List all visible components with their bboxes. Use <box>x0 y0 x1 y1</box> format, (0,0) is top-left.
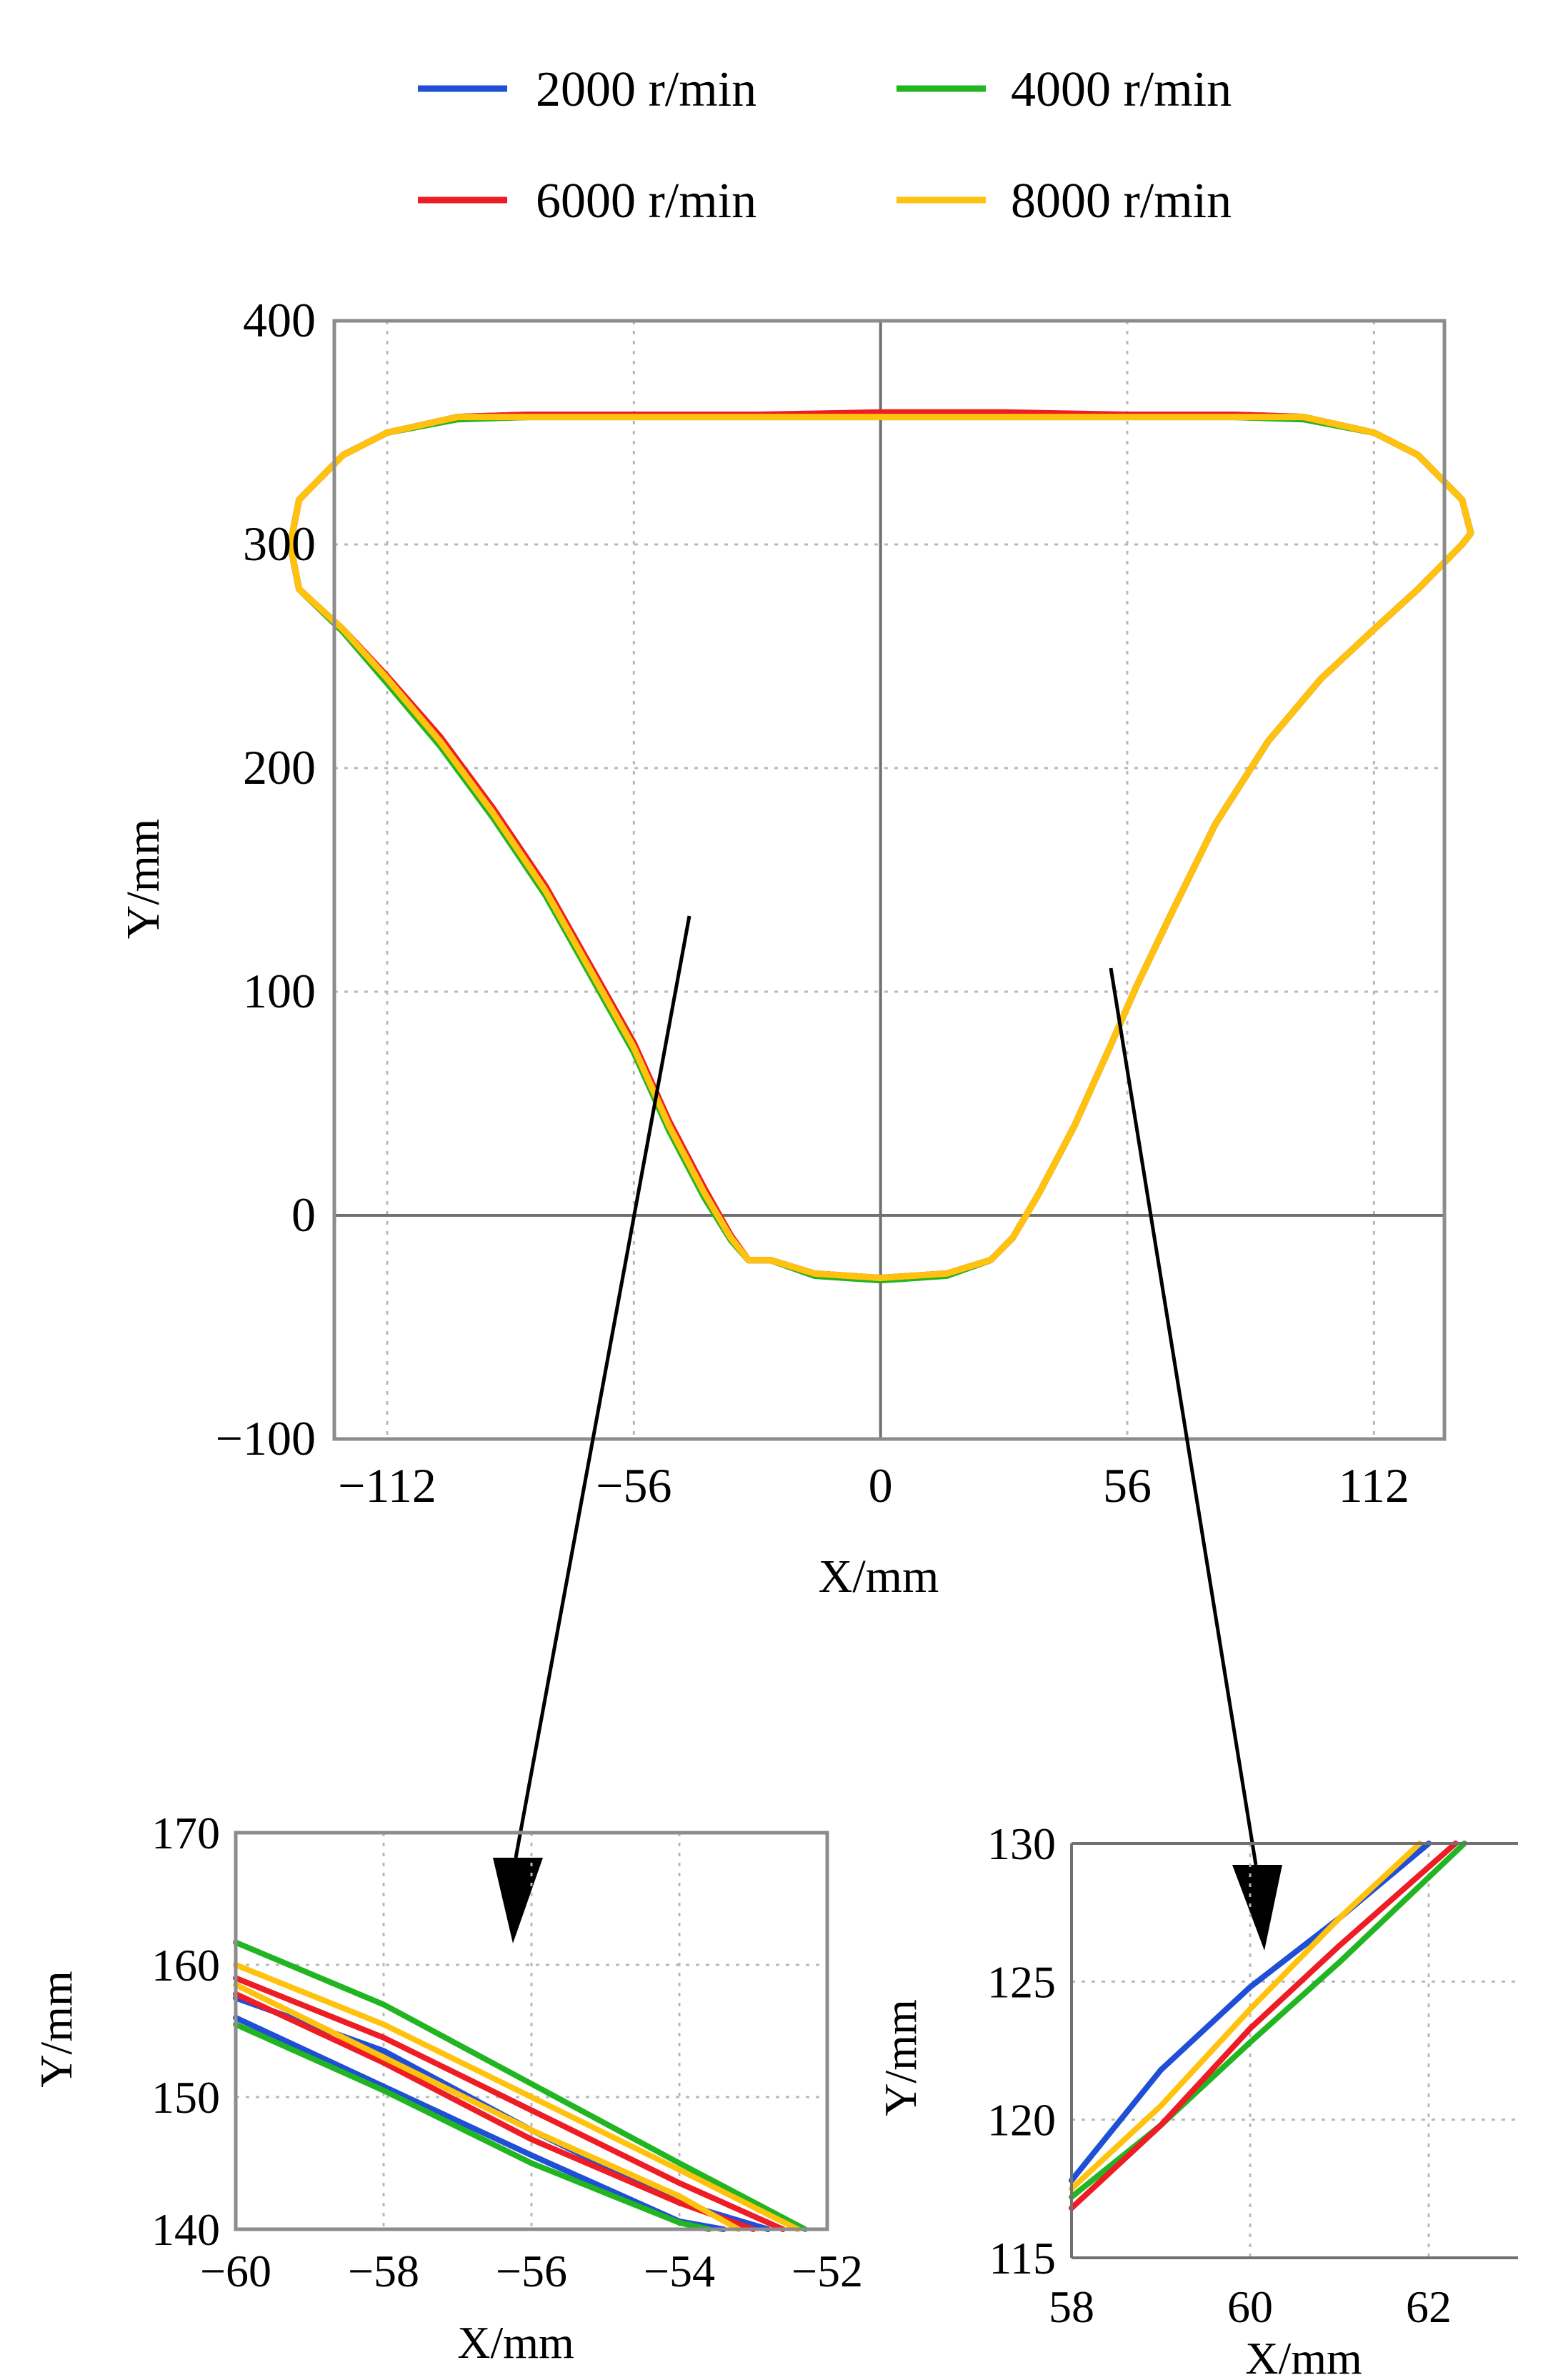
main-series <box>286 409 1474 1284</box>
main-xtick-label-0: −112 <box>338 1458 436 1513</box>
zoom-left-ytick-label-1: 150 <box>151 2072 220 2123</box>
legend-item-2000: 2000 r/min <box>418 62 756 117</box>
zoom-left-xtick-label-0: −60 <box>200 2246 271 2296</box>
zoom-right-xtick-label-0: 58 <box>1049 2281 1094 2332</box>
legend-label-8000: 8000 r/min <box>1011 174 1232 229</box>
zoom-left-yticks: 140 150 160 170 <box>151 1808 220 2255</box>
main-xtick-label-3: 56 <box>1103 1458 1152 1513</box>
arrow-right-head <box>1232 1865 1282 1951</box>
zoom-right-frame <box>1070 1842 1518 2259</box>
zoom-right-series-line-2 <box>1069 1841 1459 2211</box>
zoom-right-ytick-label-1: 120 <box>987 2095 1056 2146</box>
legend-item-6000: 6000 r/min <box>418 174 756 229</box>
zoom-right-grid <box>1070 1842 1518 2259</box>
zoom-left-ytick-label-0: 140 <box>151 2204 220 2255</box>
main-frame <box>332 319 1447 1441</box>
zoom-right-xtick-label-2: 62 <box>1406 2281 1452 2332</box>
zoom-left-series-line-0 <box>233 2015 727 2232</box>
main-xtick-label-1: −56 <box>596 1458 671 1513</box>
legend-label-6000: 6000 r/min <box>536 174 756 229</box>
zoom-left-frame <box>234 1831 829 2231</box>
zoom-left-series-line-3 <box>233 1939 808 2232</box>
zoom-left-xtick-label-3: −54 <box>644 2246 715 2296</box>
zoom-left-series-line-2 <box>233 2021 712 2232</box>
zoom-left-series-line-6 <box>233 1962 801 2232</box>
main-yticks: −100 0 100 200 300 400 <box>216 293 316 1465</box>
main-ytick-label-3: 200 <box>243 740 316 795</box>
arrow-right-shaft <box>1109 967 1258 1866</box>
main-ytick-label-5: 400 <box>243 293 316 347</box>
zoom-right-chart: 58 60 62 115 120 125 130 X/mm Y/mm <box>875 1818 1518 2380</box>
zoom-left-series <box>233 1939 808 2232</box>
zoom-left-series-line-4 <box>233 1975 786 2232</box>
main-grid <box>334 319 1444 1440</box>
zoom-left-xtick-label-2: −56 <box>496 2246 567 2296</box>
zoom-right-ytick-label-0: 115 <box>989 2233 1056 2284</box>
main-xtick-label-2: 0 <box>869 1458 893 1513</box>
main-axes <box>334 321 1444 1439</box>
main-ylabel: Y/mm <box>117 819 169 940</box>
zoom-left-series-line-7 <box>233 1981 741 2232</box>
zoom-right-series <box>1069 1841 1467 2211</box>
arrow-left-head <box>493 1858 543 1943</box>
zoom-arrows <box>493 915 1282 1951</box>
zoom-left-ytick-label-3: 170 <box>151 1808 220 1858</box>
main-ytick-label-2: 100 <box>243 964 316 1018</box>
main-ytick-label-0: −100 <box>216 1411 316 1465</box>
legend-item-4000: 4000 r/min <box>897 62 1232 117</box>
zoom-right-series-line-3 <box>1069 1841 1423 2192</box>
legend-label-2000: 2000 r/min <box>536 62 756 117</box>
zoom-right-ytick-label-3: 130 <box>987 1818 1056 1869</box>
zoom-left-ytick-label-2: 160 <box>151 1940 220 1991</box>
main-xtick-label-4: 112 <box>1339 1458 1409 1513</box>
zoom-left-xlabel: X/mm <box>457 2317 574 2368</box>
main-ytick-label-4: 300 <box>243 517 316 571</box>
legend-label-4000: 4000 r/min <box>1011 62 1232 117</box>
zoom-left-ylabel: Y/mm <box>31 1971 81 2088</box>
legend: 2000 r/min 4000 r/min 6000 r/min 8000 r/… <box>418 62 1232 229</box>
zoom-right-yticks: 115 120 125 130 <box>987 1818 1056 2284</box>
zoom-left-xtick-label-1: −58 <box>348 2246 419 2296</box>
main-ytick-label-1: 0 <box>291 1187 316 1242</box>
zoom-right-xtick-label-1: 60 <box>1227 2281 1273 2332</box>
zoom-right-xticks: 58 60 62 <box>1049 2281 1452 2332</box>
zoom-left-chart: −60 −58 −56 −54 −52 140 150 160 170 X/mm Y/mm <box>31 1808 863 2368</box>
arrow-left-shaft <box>514 915 691 1858</box>
zoom-right-xlabel: X/mm <box>1245 2333 1362 2380</box>
zoom-left-xtick-label-4: −52 <box>792 2246 863 2296</box>
zoom-right-ylabel: Y/mm <box>875 1999 926 2116</box>
main-xlabel: X/mm <box>819 1550 939 1603</box>
zoom-right-ytick-label-2: 125 <box>987 1956 1056 2007</box>
main-chart: −112 −56 0 56 112 −100 0 100 200 300 400 X/mm Y/m… <box>117 293 1474 1603</box>
zoom-left-xticks: −60 −58 −56 −54 −52 <box>200 2246 863 2296</box>
main-xticks: −112 −56 0 56 112 <box>338 1458 1409 1513</box>
legend-item-8000: 8000 r/min <box>897 174 1232 229</box>
main-series-line-3 <box>286 414 1474 1282</box>
